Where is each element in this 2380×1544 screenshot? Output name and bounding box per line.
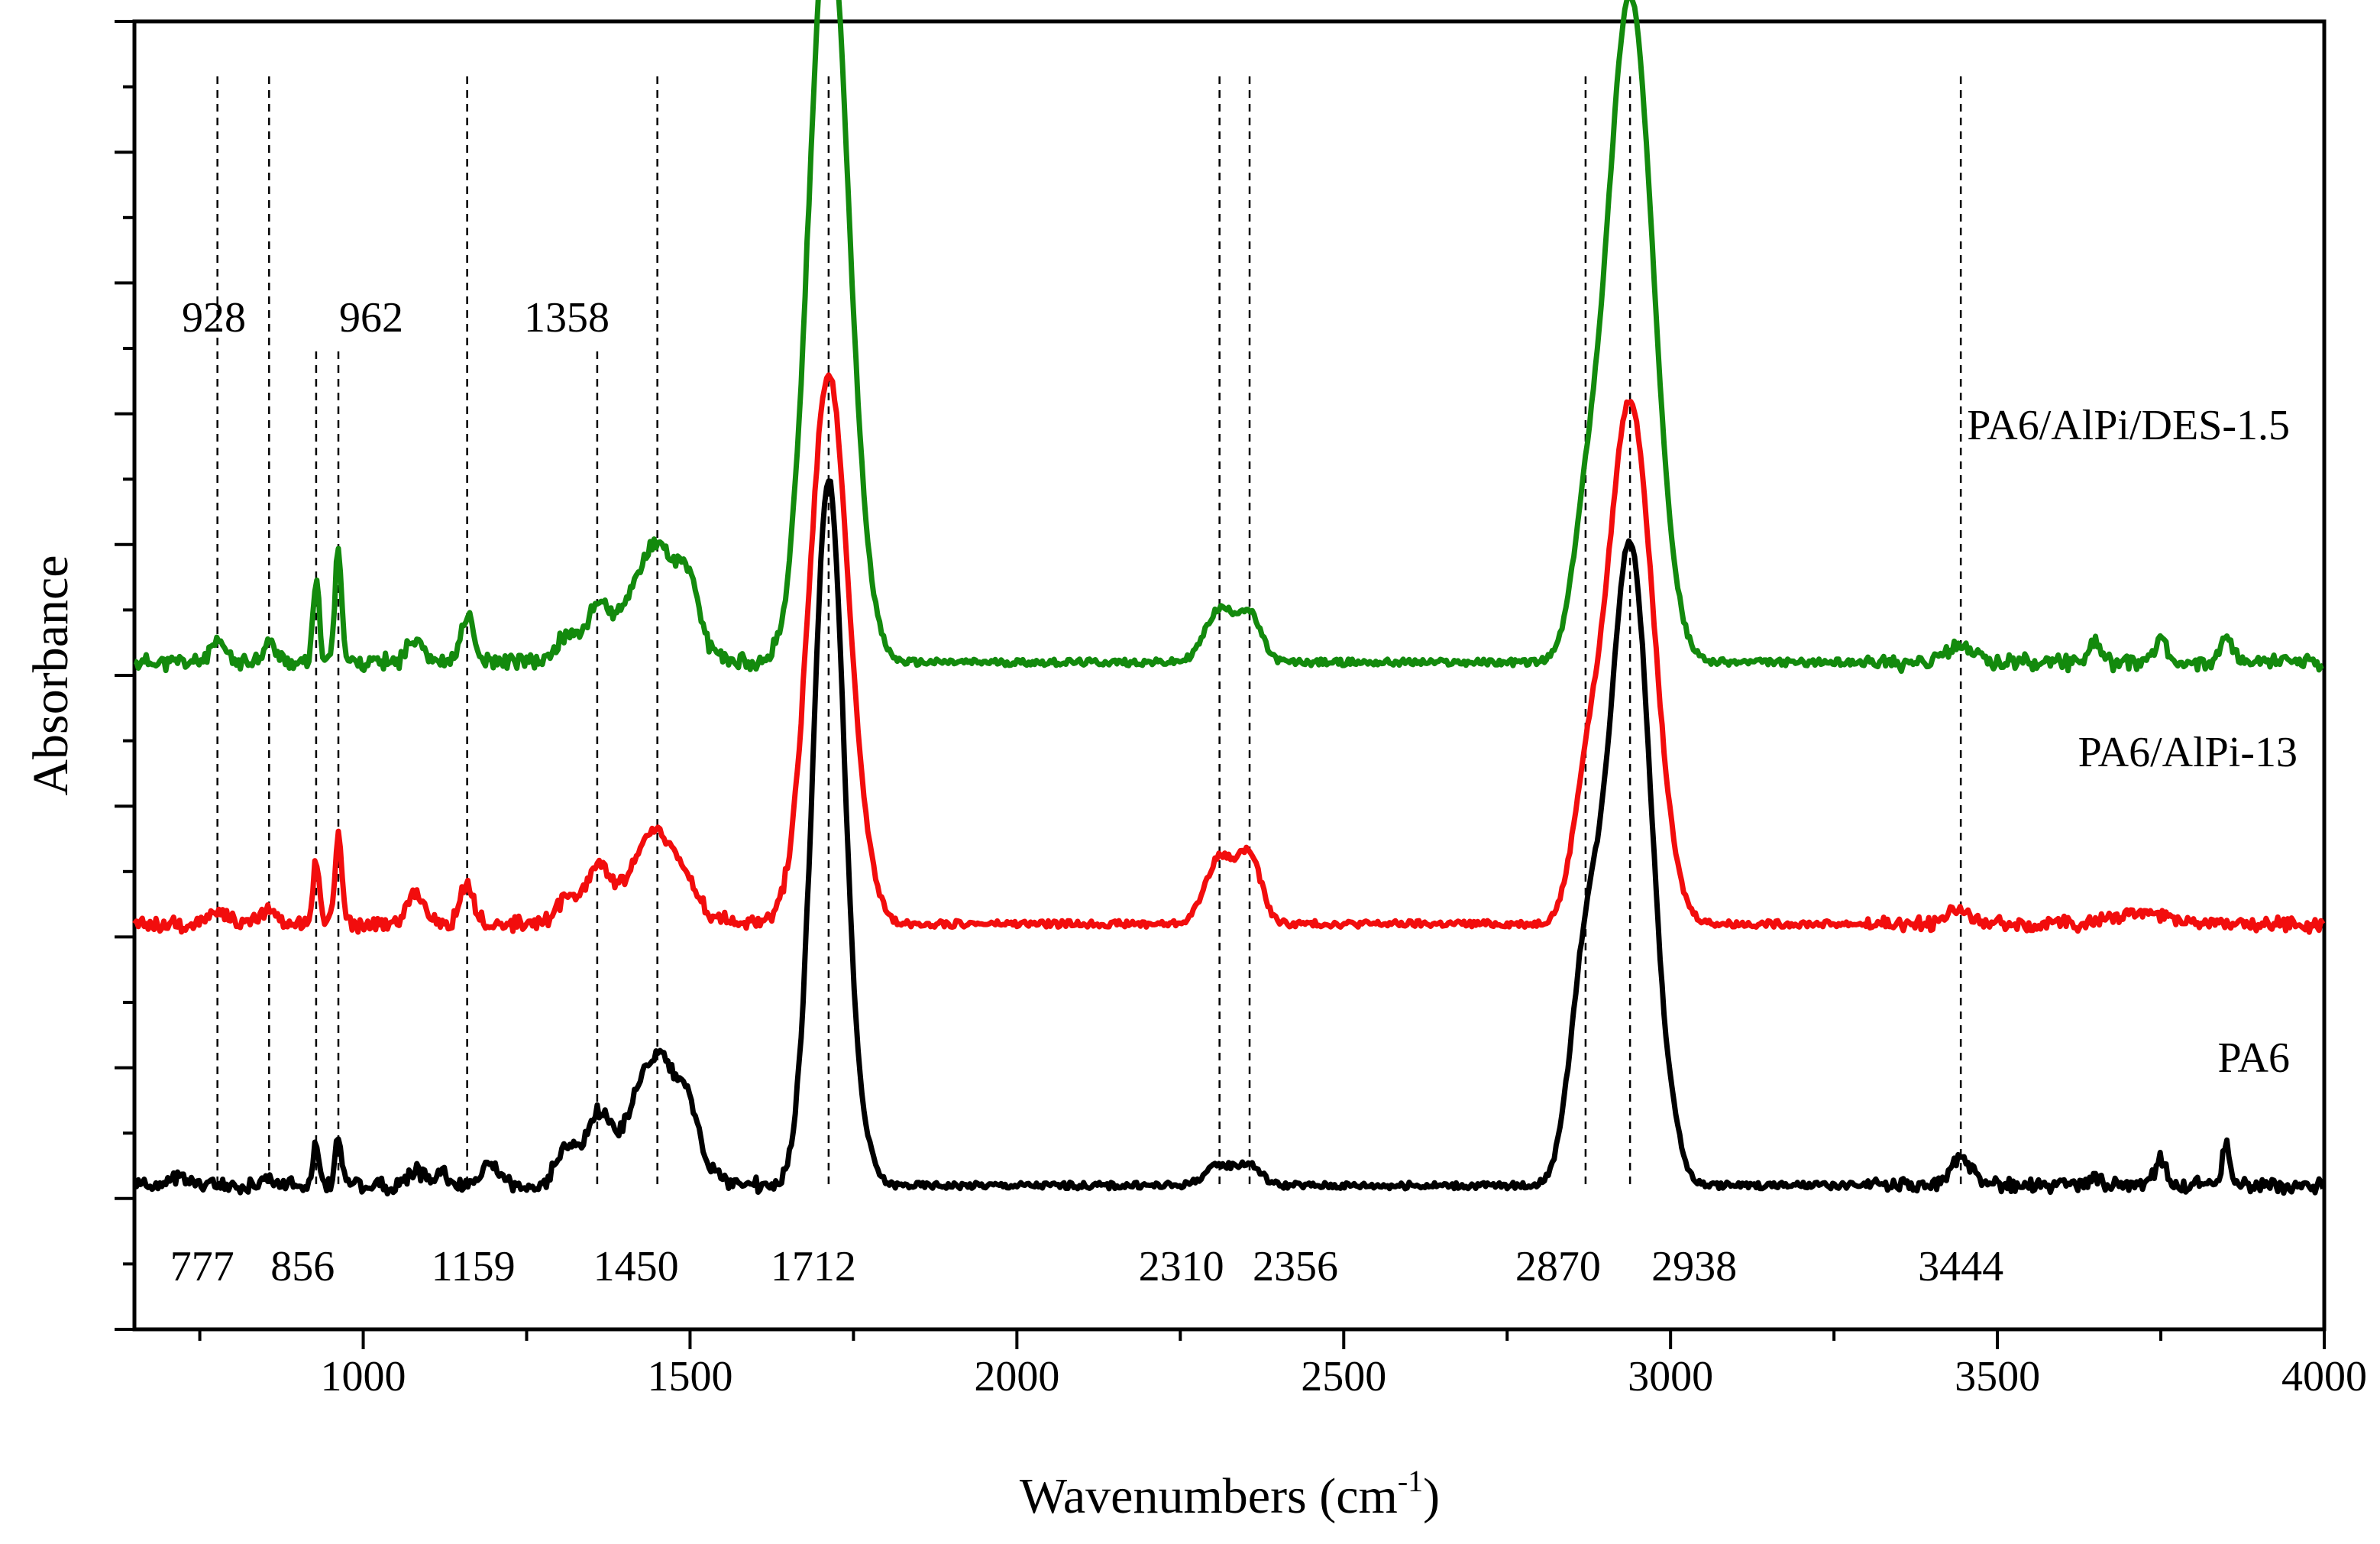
- x-axis-title: Wavenumbers (cm-1): [1020, 1464, 1440, 1524]
- peak-label: 856: [270, 1243, 335, 1290]
- peak-marker-lines: [216, 76, 1962, 1190]
- plot-frame: [132, 19, 2327, 1332]
- y-axis-title: Absorbance: [23, 555, 79, 795]
- peak-label: 2356: [1253, 1243, 1338, 1290]
- x-axis-ticks: 1000 1500 2000 2500 3000 3500 4000: [198, 1329, 2367, 1400]
- peak-label: 2310: [1139, 1243, 1224, 1290]
- y-axis-ticks: [115, 20, 134, 1331]
- series-line: [132, 372, 2326, 935]
- peak-label: 3444: [1918, 1243, 2003, 1290]
- series-line: [133, 0, 2324, 675]
- peak-label: 1159: [432, 1243, 516, 1290]
- peak-label: 928: [182, 294, 246, 341]
- peak-label: 1358: [524, 294, 610, 341]
- peak-label: 1450: [593, 1243, 679, 1290]
- x-tick-label: 3500: [1955, 1353, 2040, 1400]
- peak-labels: 777 856 928 962 1159 1358 1450 1712 2310 2356 2870…: [170, 294, 2003, 1290]
- peak-label: 2938: [1651, 1243, 1737, 1290]
- peak-label: 962: [339, 294, 403, 341]
- peak-label: 1712: [771, 1243, 856, 1290]
- x-tick-label: 3000: [1628, 1353, 1713, 1400]
- series-line: [134, 478, 2326, 1197]
- spectra-series: [132, 0, 2326, 1197]
- x-tick-label: 1500: [647, 1353, 732, 1400]
- series-label-pa6: PA6: [2218, 1034, 2290, 1082]
- x-tick-label: 2500: [1301, 1353, 1386, 1400]
- peak-label: 777: [170, 1243, 234, 1290]
- peak-label: 2870: [1515, 1243, 1601, 1290]
- x-tick-label: 2000: [974, 1353, 1059, 1400]
- x-tick-label: 4000: [2281, 1353, 2367, 1400]
- x-tick-label: 1000: [321, 1353, 406, 1400]
- series-label-pa6-alpi-des: PA6/AlPi/DES-1.5: [1967, 402, 2290, 449]
- series-label-pa6-alpi: PA6/AlPi-13: [2078, 729, 2298, 776]
